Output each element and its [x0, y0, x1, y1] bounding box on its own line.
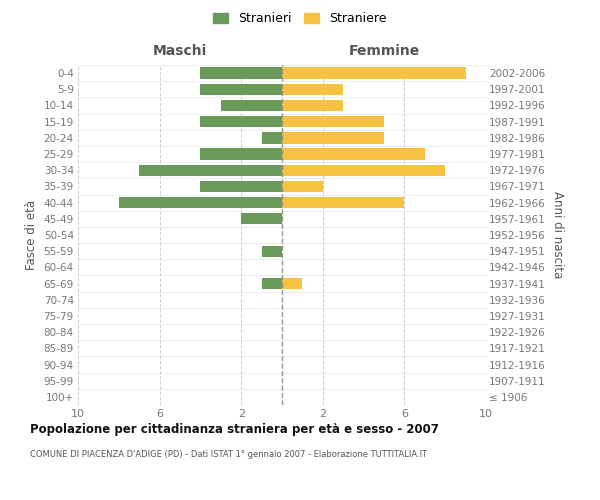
Bar	[282, 148, 425, 160]
Bar	[139, 164, 282, 176]
Bar	[241, 213, 282, 224]
Bar	[221, 100, 282, 111]
Legend: Stranieri, Straniere: Stranieri, Straniere	[209, 8, 391, 29]
Text: Femmine: Femmine	[349, 44, 419, 58]
Bar	[282, 278, 302, 289]
Bar	[282, 116, 384, 128]
Bar	[200, 116, 282, 128]
Bar	[200, 84, 282, 95]
Bar	[282, 181, 323, 192]
Bar	[282, 197, 404, 208]
Text: COMUNE DI PIACENZA D'ADIGE (PD) - Dati ISTAT 1° gennaio 2007 - Elaborazione TUTT: COMUNE DI PIACENZA D'ADIGE (PD) - Dati I…	[30, 450, 427, 459]
Bar	[282, 100, 343, 111]
Bar	[200, 68, 282, 79]
Bar	[200, 148, 282, 160]
Bar	[200, 181, 282, 192]
Text: Maschi: Maschi	[153, 44, 207, 58]
Bar	[282, 84, 343, 95]
Bar	[119, 197, 282, 208]
Bar	[262, 278, 282, 289]
Y-axis label: Anni di nascita: Anni di nascita	[551, 192, 564, 278]
Bar	[282, 164, 445, 176]
Bar	[282, 132, 384, 143]
Y-axis label: Fasce di età: Fasce di età	[25, 200, 38, 270]
Bar	[282, 68, 466, 79]
Text: Popolazione per cittadinanza straniera per età e sesso - 2007: Popolazione per cittadinanza straniera p…	[30, 422, 439, 436]
Bar	[262, 246, 282, 257]
Bar	[262, 132, 282, 143]
